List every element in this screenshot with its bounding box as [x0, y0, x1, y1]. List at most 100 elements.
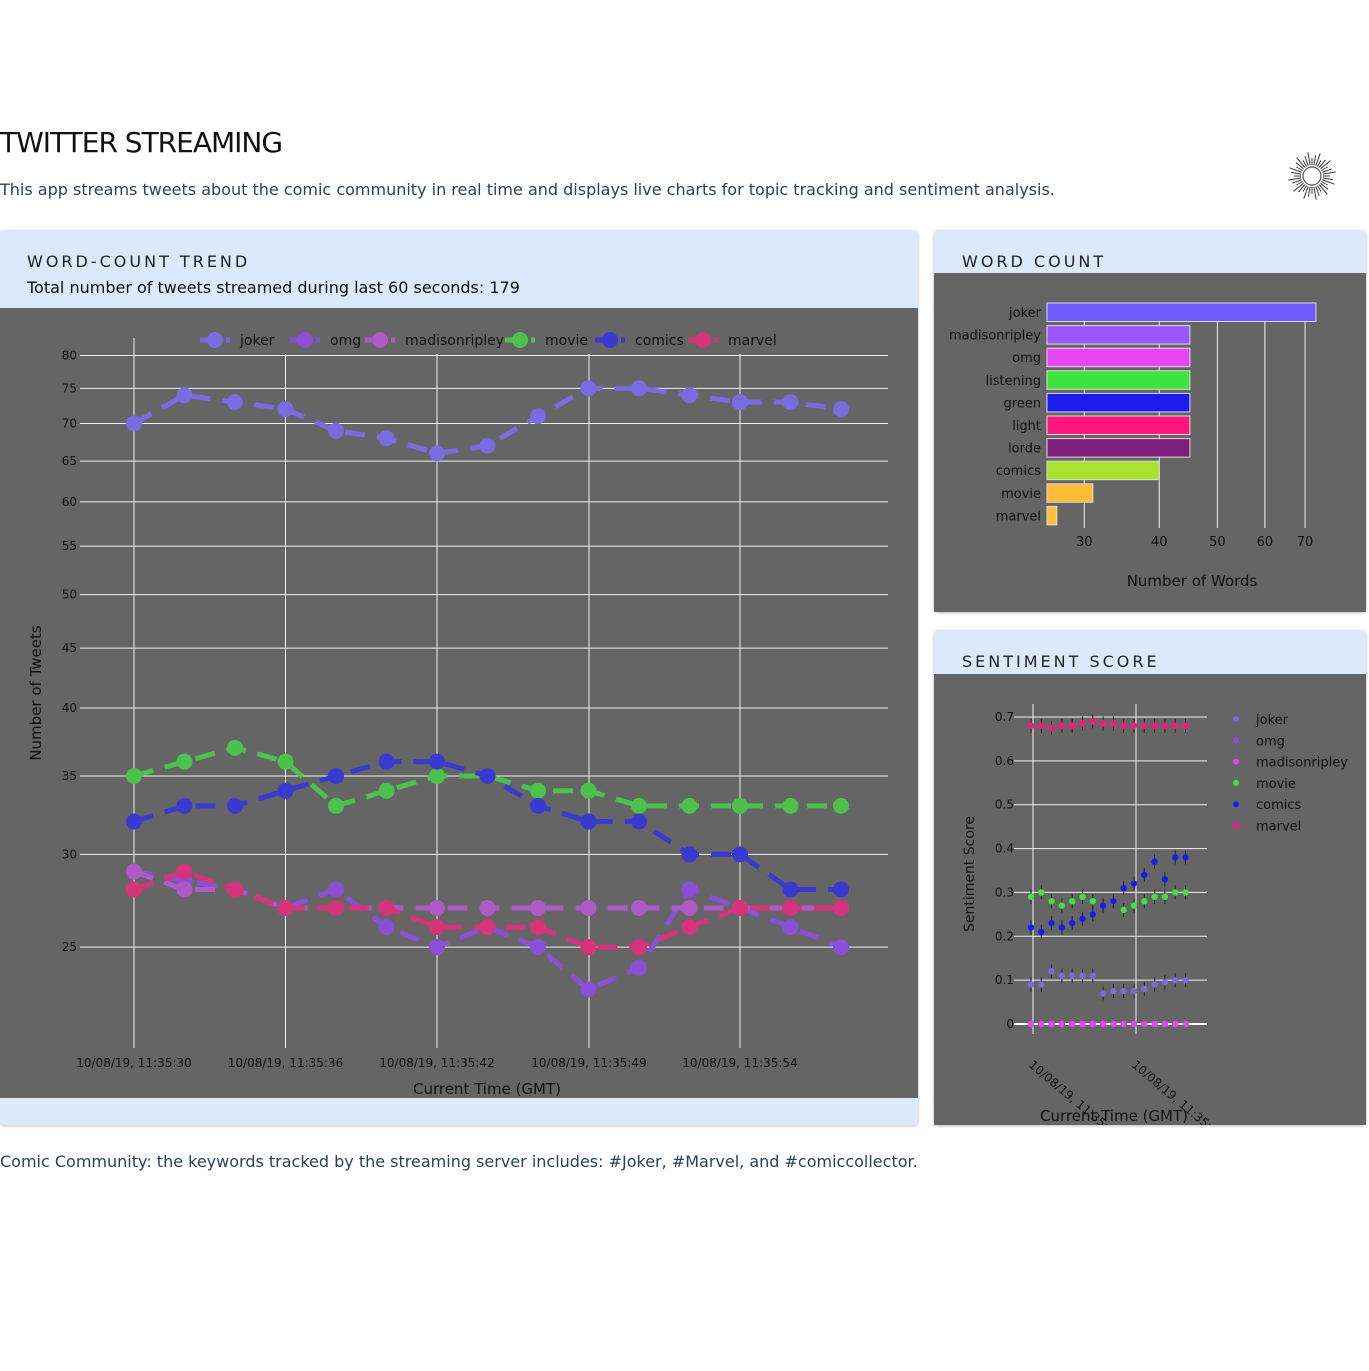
- trend-x-axis-title: Current Time (GMT): [413, 1080, 561, 1098]
- tweet-total-text: Total number of tweets streamed during l…: [27, 278, 520, 297]
- sentiment-legend-label-joker: joker: [1255, 713, 1289, 728]
- sentiment-point-comics: [1058, 924, 1066, 931]
- trend-point-comics: [227, 797, 243, 814]
- trend-point-joker: [580, 380, 597, 397]
- trend-point-omg: [580, 981, 597, 998]
- sentiment-point-movie: [1038, 889, 1045, 896]
- sentiment-point-movie: [1182, 889, 1189, 896]
- trend-point-comics: [126, 813, 142, 830]
- bar-omg: [1046, 347, 1191, 368]
- trend-point-movie: [530, 782, 546, 799]
- sentiment-point-joker: [1048, 968, 1055, 975]
- trend-y-tick-label: 80: [62, 349, 77, 363]
- trend-point-comics: [580, 813, 597, 830]
- sentiment-point-joker: [1110, 987, 1117, 995]
- trend-y-tick-label: 50: [62, 588, 77, 602]
- trend-point-comics: [328, 767, 344, 784]
- sentiment-point-joker: [1089, 972, 1096, 979]
- trend-y-tick-label: 30: [62, 847, 77, 861]
- bar-label-green: green: [1003, 396, 1041, 411]
- trend-point-movie: [681, 797, 698, 814]
- trend-point-marvel: [126, 881, 142, 898]
- word-count-trend-title: WORD-COUNT TREND: [27, 252, 251, 271]
- sentiment-point-comics: [1089, 911, 1096, 918]
- trend-x-tick-label: 10/08/19, 11:35:42: [379, 1056, 494, 1070]
- sentiment-point-comics: [1048, 919, 1055, 927]
- sentiment-point-madisonripley: [1182, 1020, 1189, 1028]
- trend-point-joker: [126, 415, 142, 432]
- trend-legend: joker omg madisonripley movie comics marvel: [195, 324, 777, 354]
- trend-point-comics: [782, 881, 799, 898]
- dash-logo-icon[interactable]: [1286, 150, 1338, 202]
- word-count-plot-area: 30 40 50 60 70 joker madisonripley omg listening…: [934, 273, 1366, 612]
- trend-point-comics: [732, 846, 748, 863]
- bar-listening: [1046, 370, 1191, 390]
- page-description: This app streams tweets about the comic …: [0, 180, 1055, 199]
- trend-point-omg: [378, 919, 395, 936]
- word-count-trend-panel: WORD-COUNT TREND Total number of tweets …: [0, 230, 918, 1125]
- trend-point-marvel: [277, 899, 294, 916]
- sentiment-point-joker: [1172, 976, 1179, 984]
- trend-y-tick-label: 25: [62, 940, 77, 954]
- sentiment-point-movie: [1048, 898, 1055, 905]
- trend-x-tick-label: 10/08/19, 11:35:30: [76, 1056, 191, 1070]
- legend-marker-omg: [297, 332, 313, 348]
- word-count-trend-chart[interactable]: 25 30 35 40 45 50 55 60 65 70 75 80 10/08/19, 11:35:…: [0, 308, 918, 1098]
- sentiment-point-marvel: [1038, 722, 1045, 729]
- trend-point-movie: [631, 797, 647, 814]
- word-count-panel: WORD COUNT 30 40 50 60 70 joker madisonripley o…: [934, 230, 1366, 612]
- sentiment-point-madisonripley: [1141, 1020, 1148, 1028]
- bar-x-axis-title: Number of Words: [1127, 572, 1258, 590]
- trend-point-movie: [833, 797, 849, 814]
- trend-point-movie: [277, 753, 294, 770]
- sentiment-score-chart[interactable]: 00.10.20.30.40.50.60.710/08/19, 11:35:3 1…: [934, 674, 1366, 1142]
- sentiment-point-comics: [1110, 898, 1117, 905]
- bar-label-marvel: marvel: [996, 509, 1041, 524]
- trend-point-joker: [681, 387, 698, 404]
- trend-point-comics: [277, 782, 294, 799]
- sentiment-point-movie: [1151, 893, 1158, 901]
- sentiment-legend-marker-madisonripley: [1233, 758, 1239, 765]
- sentiment-point-movie: [1120, 906, 1127, 914]
- sentiment-point-marvel: [1151, 722, 1158, 729]
- bar-x-tick-label: 30: [1076, 535, 1093, 550]
- trend-point-marvel: [328, 899, 344, 916]
- trend-y-axis-title: Number of Tweets: [27, 625, 45, 761]
- trend-point-omg: [681, 881, 698, 898]
- sentiment-point-comics: [1120, 884, 1127, 892]
- trend-series-line-omg: [133, 869, 842, 993]
- sentiment-legend-marker-movie: [1233, 779, 1239, 786]
- sentiment-plot-area: 0 0.1 0.2 0.3 0.4 0.5 0.6 0.7 10/08/19, 11:35:3 1…: [934, 674, 1366, 1142]
- sentiment-point-comics: [1027, 924, 1035, 931]
- sentiment-legend-label-marvel: marvel: [1256, 820, 1301, 835]
- sentiment-point-comics: [1079, 915, 1086, 922]
- trend-y-tick-label: 35: [62, 769, 77, 783]
- sentiment-y-tick-label: 0.2: [995, 929, 1014, 943]
- trend-point-comics: [429, 753, 445, 770]
- trend-x-tick-label: 10/08/19, 11:35:54: [682, 1056, 797, 1070]
- sentiment-point-movie: [1089, 898, 1096, 905]
- trend-point-comics: [378, 753, 395, 770]
- bar-madisonripley: [1046, 325, 1191, 345]
- legend-label-marvel: marvel: [728, 333, 777, 349]
- trend-point-marvel: [732, 899, 748, 916]
- sentiment-point-movie: [1130, 902, 1138, 909]
- trend-y-tick-label: 55: [62, 539, 77, 553]
- trend-point-madisonripley: [631, 899, 647, 916]
- legend-marker-madisonripley: [372, 332, 388, 348]
- bar-light: [1046, 415, 1191, 435]
- sentiment-point-madisonripley: [1058, 1020, 1066, 1028]
- bar-x-tick-label: 60: [1257, 535, 1274, 550]
- sentiment-point-marvel: [1161, 722, 1169, 729]
- legend-label-madisonripley: madisonripley: [405, 333, 504, 349]
- trend-point-joker: [479, 437, 496, 454]
- trend-point-marvel: [479, 919, 496, 936]
- trend-point-joker: [227, 394, 243, 411]
- bar-green: [1046, 392, 1191, 413]
- sentiment-point-madisonripley: [1027, 1020, 1035, 1028]
- trend-point-madisonripley: [530, 899, 546, 916]
- sentiment-x-axis-title: Current Time (GMT): [1040, 1107, 1188, 1125]
- trend-point-madisonripley: [176, 881, 193, 898]
- word-count-chart[interactable]: 30 40 50 60 70 joker madisonripley omg listening…: [934, 273, 1366, 612]
- trend-point-joker: [782, 394, 799, 411]
